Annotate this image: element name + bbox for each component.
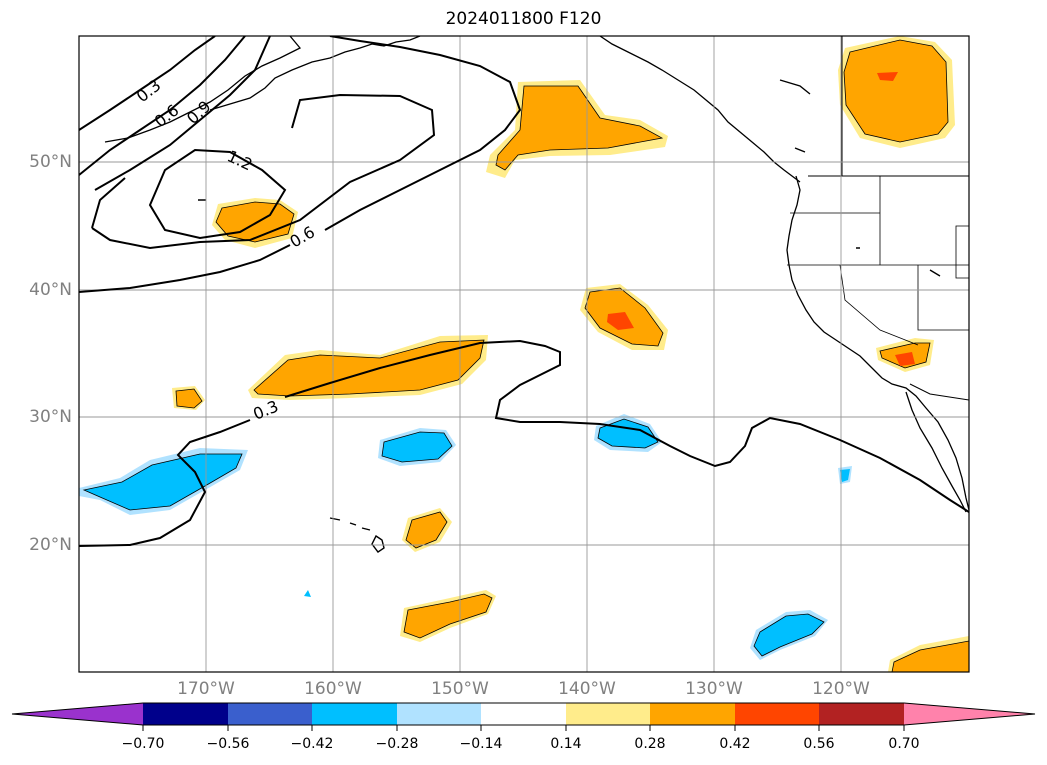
latitude-label: 30°N — [29, 407, 72, 427]
colorbar-segment — [397, 703, 481, 725]
longitude-label: 150°W — [431, 679, 489, 699]
contour-line-0-6-outer — [79, 36, 522, 293]
map-frame — [78, 35, 970, 673]
colorbar-tick-label: −0.42 — [290, 736, 334, 752]
contour-line-0-6-north — [79, 36, 246, 176]
contour-line-0-9-closed — [91, 93, 436, 250]
coastline-alaska — [104, 36, 421, 143]
colorbar-segment — [228, 703, 312, 725]
colorbar-segment — [650, 703, 735, 725]
map-title: 2024011800 F120 — [445, 9, 602, 29]
colorbar-segment — [735, 703, 819, 725]
colorbar-segment — [819, 703, 904, 725]
latitude-label: 50°N — [29, 152, 72, 172]
colorbar-tick-label: 0.70 — [888, 736, 920, 752]
coastlines — [104, 36, 969, 553]
colorbar-extension-low — [12, 703, 143, 725]
longitude-label: 170°W — [177, 679, 235, 699]
coastline-us-west — [786, 175, 969, 511]
latitude-label: 40°N — [29, 280, 72, 300]
colorbar-tick-label: −0.28 — [375, 736, 419, 752]
contour-lines — [79, 36, 969, 547]
colorbar-tick-label: −0.56 — [206, 736, 250, 752]
coastline-baja — [905, 391, 967, 513]
longitude-label: 140°W — [558, 679, 616, 699]
contour-line-1-2 — [148, 148, 287, 240]
coastline-bc — [599, 36, 801, 183]
colorbar-segment — [481, 703, 566, 725]
contour-line-0-3-south — [79, 339, 969, 547]
colorbar-extension-high — [904, 703, 1035, 725]
colorbar-segment — [566, 703, 650, 725]
colorbar-segment — [143, 703, 228, 725]
contour-line-0-9 — [94, 36, 271, 191]
colorbar-tick-label: −0.70 — [121, 736, 165, 752]
colorbar-tick-label: 0.42 — [719, 736, 751, 752]
latitude-label: 20°N — [29, 535, 72, 555]
colorbar-tick-label: −0.14 — [459, 736, 503, 752]
colorbar-segment — [312, 703, 397, 725]
colorbar — [11, 702, 1036, 731]
gridlines — [79, 36, 969, 672]
colorbar-tick-label: 0.56 — [803, 736, 835, 752]
state-borders — [787, 176, 969, 346]
colorbar-tick-label: 0.14 — [550, 736, 582, 752]
map-area — [79, 36, 969, 672]
border-us-mexico — [909, 383, 969, 401]
longitude-label: 120°W — [812, 679, 870, 699]
colorbar-tick-label: 0.28 — [634, 736, 666, 752]
contour-line-0-3-north — [79, 36, 216, 131]
islands-misc — [198, 79, 941, 277]
longitude-label: 130°W — [685, 679, 743, 699]
islands-hawaii — [329, 517, 385, 553]
longitude-label: 160°W — [304, 679, 362, 699]
